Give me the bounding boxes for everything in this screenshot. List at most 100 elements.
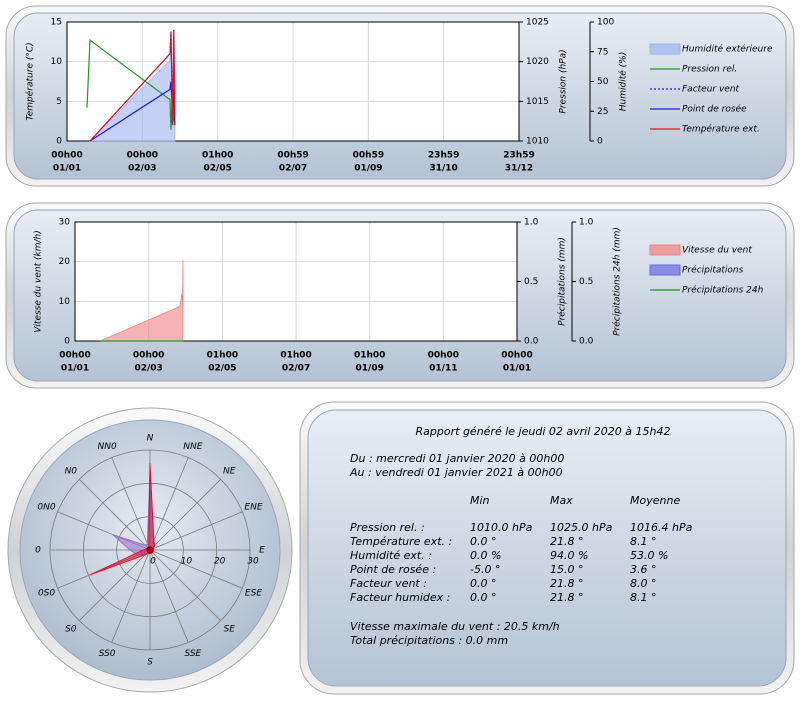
- cell: 0.0 °: [470, 591, 497, 604]
- x-tick-label: 00h59: [277, 151, 308, 161]
- x-tick-date: 01/11: [429, 364, 457, 374]
- direction-label: ESE: [245, 588, 262, 598]
- x-tick-date: 01/09: [354, 164, 382, 174]
- spoke: [149, 549, 243, 589]
- y-tick-label: 30: [59, 218, 71, 228]
- plot-frame: [66, 21, 520, 142]
- x-tick-label: 23h59: [428, 151, 459, 161]
- cell: 8.1 °: [630, 535, 657, 548]
- cell: 1010.0 hPa: [470, 521, 533, 534]
- y-tick-label: 75: [597, 47, 608, 57]
- direction-label: NE: [223, 466, 236, 476]
- column-header: Max: [550, 494, 573, 507]
- x-tick-label: 00h59: [353, 151, 384, 161]
- direction-label: 0: [35, 546, 41, 556]
- x-tick-date: 02/05: [208, 364, 236, 374]
- y-tick-label: 50: [597, 77, 609, 87]
- y-tick-label: 15: [51, 18, 62, 28]
- cell: 0.0 %: [470, 549, 501, 562]
- x-tick-date: 31/12: [505, 164, 533, 174]
- y-tick-label: 100: [597, 18, 614, 28]
- x-tick-label: 00h00: [51, 151, 82, 161]
- cell: 53.0 %: [630, 549, 668, 562]
- direction-label: SSE: [184, 649, 201, 659]
- area: [99, 259, 184, 342]
- row-label: Facteur vent :: [350, 577, 427, 590]
- y-tick-label: 5: [56, 97, 62, 107]
- grid-ring: [49, 449, 251, 651]
- y-tick-label: 1020: [526, 57, 549, 67]
- r-tick-label: 0: [150, 557, 156, 567]
- report-to: Au : vendredi 01 janvier 2021 à 00h00: [349, 466, 563, 479]
- x-tick-label: 01h00: [207, 351, 238, 361]
- axis-title: Humidité (%): [618, 52, 629, 111]
- column-header: Moyenne: [630, 494, 680, 507]
- x-tick-label: 00h00: [133, 351, 164, 361]
- spoke: [149, 511, 243, 551]
- x-tick-date: 02/07: [279, 164, 307, 174]
- spoke: [149, 549, 221, 621]
- cell: 21.8 °: [550, 535, 584, 548]
- y-tick-label: 1015: [526, 97, 549, 107]
- direction-label: E: [259, 546, 265, 556]
- legend-label: Humidité extérieure: [682, 44, 773, 55]
- legend-label: Facteur vent: [682, 85, 740, 95]
- x-tick-label: 00h00: [127, 151, 158, 161]
- y-tick-label: 1010: [526, 137, 549, 147]
- legend-label: Température ext.: [682, 124, 760, 135]
- y-tick-label: 1.0: [524, 218, 539, 228]
- line: [89, 29, 176, 142]
- report-from: Du : mercredi 01 janvier 2020 à 00h00: [350, 452, 564, 465]
- panel: [307, 409, 787, 687]
- x-tick-label: 00h00: [59, 351, 90, 361]
- legend-swatch: [649, 43, 681, 55]
- row-label: Pression rel. :: [350, 521, 425, 534]
- r-tick-label: 30: [247, 557, 259, 567]
- y-tick-label: 0.0: [579, 337, 594, 347]
- cell: 8.1 °: [630, 591, 657, 604]
- spoke: [79, 549, 151, 621]
- direction-label: 0N0: [37, 503, 55, 513]
- cell: 0.0 °: [470, 535, 497, 548]
- direction-label: SE: [223, 625, 235, 635]
- cell: 0.0 °: [470, 577, 497, 590]
- y-tick-label: 0.5: [579, 277, 593, 287]
- row-label: Facteur humidex :: [350, 591, 450, 604]
- line: [86, 39, 176, 130]
- legend-label: Pression rel.: [682, 65, 737, 75]
- r-tick-label: 20: [214, 557, 226, 567]
- cell: 21.8 °: [550, 591, 584, 604]
- cell: 15.0 °: [550, 563, 584, 576]
- y-tick-label: 10: [59, 297, 71, 307]
- y-tick-label: 1025: [526, 18, 549, 28]
- axis-title: Précipitations (mm): [557, 237, 568, 326]
- legend-label: Vitesse du vent: [682, 246, 752, 256]
- legend-swatch: [649, 264, 681, 276]
- y-tick-label: 0.5: [524, 277, 538, 287]
- x-tick-date: 02/03: [134, 364, 162, 374]
- y-tick-label: 20: [59, 257, 71, 267]
- y-tick-label: 1.0: [579, 218, 594, 228]
- legend-label: Point de rosée: [682, 104, 747, 115]
- spoke: [79, 479, 151, 551]
- x-tick-label: 00h00: [501, 351, 532, 361]
- direction-label: 0S0: [38, 588, 55, 598]
- legend-label: Précipitations: [682, 265, 744, 276]
- x-tick-label: 23h59: [503, 151, 534, 161]
- row-label: Humidité ext. :: [350, 549, 432, 562]
- x-tick-label: 00h00: [428, 351, 459, 361]
- axis-title: Pression (hPa): [559, 49, 569, 113]
- y-tick-label: 0.0: [524, 337, 539, 347]
- cell: 1025.0 hPa: [550, 521, 613, 534]
- row-label: Température ext. :: [350, 535, 452, 548]
- cell: 21.8 °: [550, 577, 584, 590]
- x-tick-label: 01h00: [280, 351, 311, 361]
- spoke: [111, 457, 151, 551]
- column-header: Min: [470, 494, 490, 507]
- x-tick-date: 01/01: [503, 364, 531, 374]
- report-note: Vitesse maximale du vent : 20.5 km/h: [350, 620, 560, 633]
- spoke: [111, 549, 151, 643]
- direction-label: S0: [65, 625, 77, 635]
- direction-label: NNE: [183, 442, 202, 452]
